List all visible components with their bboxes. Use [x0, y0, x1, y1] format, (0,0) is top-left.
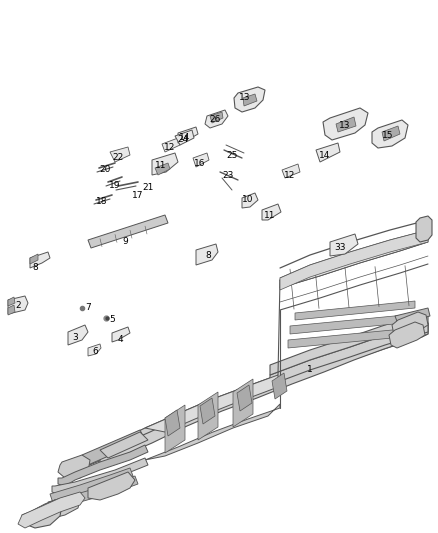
Polygon shape	[210, 112, 223, 123]
Polygon shape	[65, 323, 428, 468]
Polygon shape	[237, 385, 252, 411]
Polygon shape	[88, 215, 168, 248]
Text: 18: 18	[96, 198, 108, 206]
Polygon shape	[270, 322, 428, 385]
Polygon shape	[372, 120, 408, 148]
Polygon shape	[270, 312, 428, 375]
Polygon shape	[145, 375, 278, 432]
Polygon shape	[262, 204, 281, 220]
Text: 19: 19	[109, 181, 121, 190]
Text: 16: 16	[194, 158, 206, 167]
Polygon shape	[165, 410, 180, 436]
Text: 11: 11	[155, 160, 167, 169]
Polygon shape	[196, 244, 218, 265]
Polygon shape	[290, 314, 415, 334]
Polygon shape	[18, 492, 85, 528]
Polygon shape	[288, 328, 413, 348]
Text: 5: 5	[109, 316, 115, 325]
Text: 33: 33	[334, 244, 346, 253]
Polygon shape	[30, 252, 50, 268]
Text: 22: 22	[113, 154, 124, 163]
Text: 10: 10	[242, 196, 254, 205]
Text: 13: 13	[339, 120, 351, 130]
Polygon shape	[175, 130, 194, 145]
Polygon shape	[178, 127, 198, 143]
Polygon shape	[243, 94, 257, 106]
Polygon shape	[145, 404, 280, 460]
Polygon shape	[88, 472, 135, 500]
Text: 23: 23	[223, 171, 234, 180]
Polygon shape	[8, 296, 28, 314]
Polygon shape	[330, 234, 358, 256]
Polygon shape	[50, 468, 133, 503]
Text: 26: 26	[209, 116, 221, 125]
Polygon shape	[395, 308, 430, 324]
Text: 12: 12	[164, 143, 176, 152]
Text: 4: 4	[117, 335, 123, 344]
Text: 24: 24	[177, 135, 189, 144]
Polygon shape	[162, 138, 180, 152]
Polygon shape	[198, 392, 218, 440]
Polygon shape	[336, 117, 356, 132]
Text: 9: 9	[122, 238, 128, 246]
Polygon shape	[165, 405, 185, 453]
Polygon shape	[242, 193, 258, 208]
Polygon shape	[205, 110, 228, 128]
Polygon shape	[233, 379, 253, 427]
Text: 14: 14	[319, 150, 331, 159]
Polygon shape	[152, 153, 178, 175]
Polygon shape	[8, 305, 15, 315]
Text: 8: 8	[205, 251, 211, 260]
Polygon shape	[100, 323, 428, 468]
Polygon shape	[392, 312, 428, 338]
Text: 20: 20	[99, 166, 111, 174]
Text: 1: 1	[307, 366, 313, 375]
Polygon shape	[52, 458, 148, 495]
Polygon shape	[193, 153, 209, 167]
Polygon shape	[200, 398, 215, 424]
Text: 2: 2	[15, 301, 21, 310]
Polygon shape	[22, 500, 62, 528]
Polygon shape	[58, 445, 148, 486]
Polygon shape	[389, 322, 425, 348]
Polygon shape	[272, 373, 287, 399]
Polygon shape	[323, 108, 368, 140]
Polygon shape	[100, 432, 148, 458]
Text: 15: 15	[382, 131, 394, 140]
Polygon shape	[280, 230, 428, 290]
Text: 25: 25	[226, 150, 238, 159]
Polygon shape	[110, 147, 130, 162]
Text: 12: 12	[284, 171, 296, 180]
Polygon shape	[295, 301, 415, 320]
Polygon shape	[32, 494, 80, 520]
Polygon shape	[8, 297, 15, 306]
Polygon shape	[112, 327, 130, 342]
Polygon shape	[68, 325, 88, 345]
Text: 7: 7	[85, 303, 91, 312]
Polygon shape	[155, 163, 170, 175]
Text: 21: 21	[142, 183, 154, 192]
Polygon shape	[416, 216, 432, 242]
Text: 8: 8	[32, 262, 38, 271]
Polygon shape	[30, 254, 38, 264]
Polygon shape	[88, 344, 101, 356]
Text: 14: 14	[179, 133, 191, 142]
Polygon shape	[280, 234, 428, 288]
Polygon shape	[82, 430, 145, 465]
Text: 13: 13	[239, 93, 251, 102]
Polygon shape	[58, 455, 90, 478]
Polygon shape	[65, 323, 428, 478]
Text: 6: 6	[92, 348, 98, 357]
Polygon shape	[282, 164, 300, 178]
Text: 3: 3	[72, 334, 78, 343]
Polygon shape	[382, 126, 400, 141]
Text: 17: 17	[132, 190, 144, 199]
Text: 11: 11	[264, 211, 276, 220]
Polygon shape	[48, 476, 138, 512]
Polygon shape	[316, 143, 340, 162]
Polygon shape	[234, 87, 265, 112]
